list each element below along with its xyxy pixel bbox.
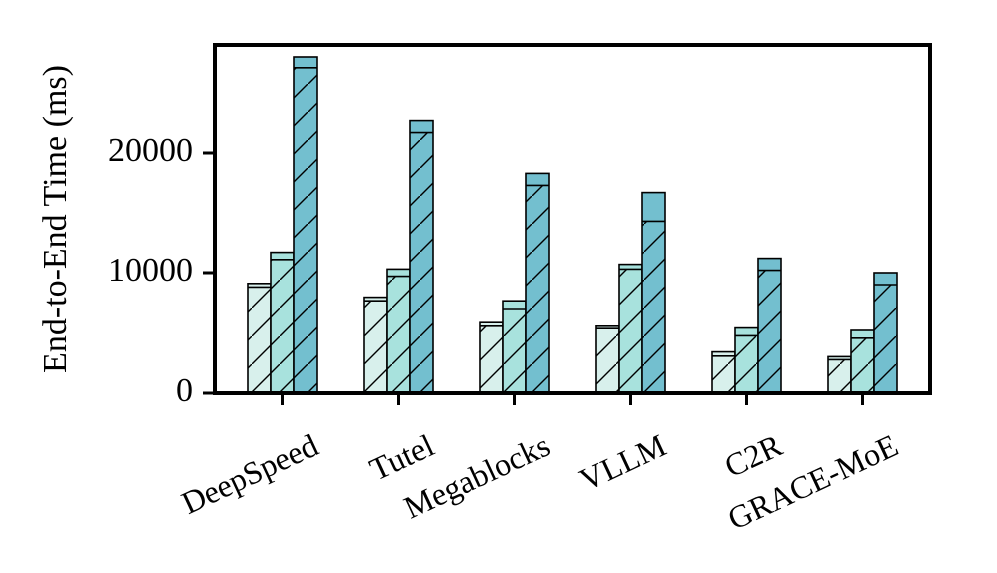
bar-hatch — [480, 325, 503, 393]
bars-layer — [247, 56, 898, 394]
bar-segment-top — [503, 301, 526, 309]
bar-hatch — [874, 285, 897, 393]
bar-segment-top — [480, 322, 503, 326]
bar-hatch — [294, 67, 317, 394]
bar-segment-top — [712, 351, 735, 356]
bar-hatch — [596, 328, 619, 393]
bar-hatch — [712, 355, 735, 393]
bar-hatch — [642, 221, 665, 393]
bar-hatch — [503, 309, 526, 393]
bar-segment-top — [248, 283, 271, 288]
y-axis-label: End-to-End Time (ms) — [37, 65, 74, 373]
bar-segment-top — [874, 273, 897, 285]
bar-segment-top — [828, 356, 851, 360]
bar-segment-top — [642, 192, 665, 222]
bar-hatch — [851, 337, 874, 393]
bar-hatch — [735, 335, 758, 393]
bar-segment-top — [758, 258, 781, 271]
bar-segment-top — [526, 173, 549, 186]
bar-hatch — [758, 270, 781, 393]
x-tick-label: DeepSpeed — [176, 427, 323, 521]
bar-segment-top — [364, 297, 387, 302]
x-tick-label: VLLM — [574, 427, 671, 498]
bar-segment-top — [851, 330, 874, 338]
bar-hatch — [248, 287, 271, 393]
bar-hatch — [526, 185, 549, 393]
bar-hatch — [828, 359, 851, 393]
bar-segment-top — [410, 120, 433, 133]
bar-segment-top — [619, 264, 642, 270]
bar-segment-top — [271, 252, 294, 260]
bar-segment-top — [735, 327, 758, 336]
y-tick-label: 10000 — [108, 252, 193, 289]
bar-segment-top — [387, 269, 410, 277]
y-axis: 0 10000 20000 — [108, 132, 215, 409]
bar-hatch — [410, 132, 433, 393]
bar-hatch — [271, 259, 294, 393]
y-tick-label: 20000 — [108, 132, 193, 169]
bar-segment-top — [294, 57, 317, 68]
bar-hatch — [619, 269, 642, 393]
plot-frame — [213, 43, 932, 395]
bar-hatch — [364, 301, 387, 393]
x-tick-label: C2R — [719, 426, 788, 484]
bar-hatch — [387, 276, 410, 393]
bar-segment-top — [596, 325, 619, 329]
y-tick-label: 0 — [176, 372, 193, 409]
